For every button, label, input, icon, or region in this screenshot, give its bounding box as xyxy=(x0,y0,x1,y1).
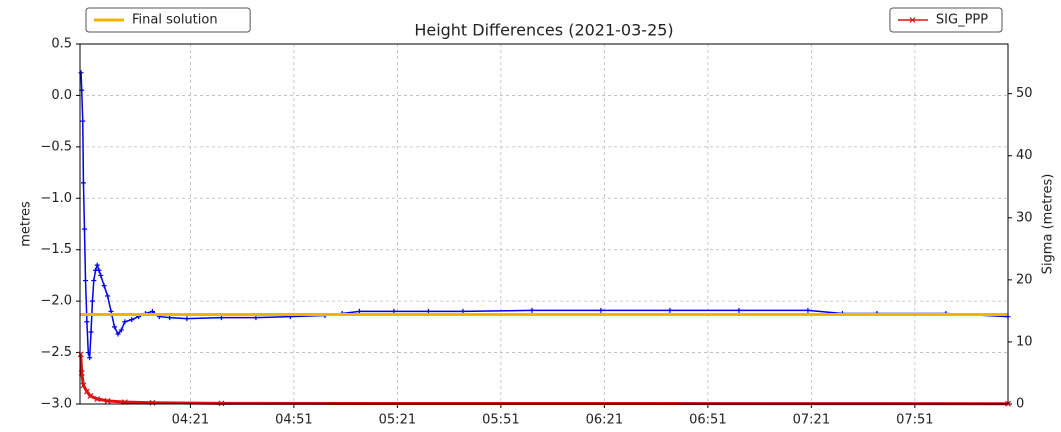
x-tick-label: 04:51 xyxy=(275,413,312,428)
marker xyxy=(83,388,90,395)
y2-tick-label: 40 xyxy=(1016,148,1033,163)
legend-label: Final solution xyxy=(132,13,218,28)
marker xyxy=(218,400,225,407)
marker xyxy=(85,350,91,356)
marker xyxy=(88,329,94,335)
x-tick-label: 06:51 xyxy=(689,413,726,428)
marker xyxy=(77,351,84,358)
y2-tick-label: 10 xyxy=(1016,334,1033,349)
y-tick-label: 0.0 xyxy=(51,88,72,103)
marker xyxy=(104,397,111,404)
y-tick-label: −2.5 xyxy=(40,345,72,360)
y2-tick-label: 0 xyxy=(1016,397,1024,412)
marker xyxy=(81,226,87,232)
marker xyxy=(129,317,135,323)
y2-tick-label: 20 xyxy=(1016,272,1033,287)
marker xyxy=(80,180,86,186)
marker xyxy=(80,382,87,389)
marker xyxy=(115,331,121,337)
legend: SIG_PPP xyxy=(889,7,1003,33)
y-tick-label: −3.0 xyxy=(40,397,72,412)
y-tick-label: −1.0 xyxy=(40,191,72,206)
series-line xyxy=(79,354,1009,406)
legend-box xyxy=(85,7,251,33)
marker xyxy=(184,316,190,322)
marker xyxy=(94,262,100,268)
legend: Final solution xyxy=(85,7,251,33)
x-tick-label: 07:51 xyxy=(896,413,933,428)
x-tick-label: 05:21 xyxy=(379,413,416,428)
marker xyxy=(96,267,102,273)
marker xyxy=(78,70,84,76)
marker xyxy=(87,355,93,361)
marker xyxy=(736,307,742,313)
marker xyxy=(805,307,811,313)
marker xyxy=(598,307,604,313)
x-tick-label: 04:21 xyxy=(172,413,209,428)
y2-tick-label: 30 xyxy=(1016,210,1033,225)
x-tick-label: 05:51 xyxy=(482,413,519,428)
y2-axis-label: Sigma (metres) xyxy=(1041,174,1056,275)
legend-label: SIG_PPP xyxy=(936,13,988,28)
marker xyxy=(111,324,117,330)
plot-frame xyxy=(79,43,1009,405)
y-tick-label: 0.5 xyxy=(51,37,72,52)
marker xyxy=(84,319,90,325)
y-tick-label: −2.0 xyxy=(40,294,72,309)
marker xyxy=(105,293,111,299)
x-tick-label: 07:21 xyxy=(793,413,830,428)
marker xyxy=(91,278,97,284)
x-tick-label: 06:21 xyxy=(586,413,623,428)
marker xyxy=(80,118,86,124)
y-axis-label: metres xyxy=(19,201,34,247)
legend-marker xyxy=(909,17,916,23)
marker xyxy=(101,283,107,289)
marker xyxy=(89,298,95,304)
marker xyxy=(529,307,535,313)
marker xyxy=(98,272,104,278)
y-tick-label: −0.5 xyxy=(40,139,72,154)
legend-box xyxy=(889,7,1003,33)
marker xyxy=(122,319,128,325)
y2-tick-label: 50 xyxy=(1016,86,1033,101)
marker xyxy=(667,307,673,313)
marker xyxy=(83,278,89,284)
chart-title: Height Differences (2021-03-25) xyxy=(414,21,673,40)
y-tick-label: −1.5 xyxy=(40,242,72,257)
marker xyxy=(118,327,124,333)
marker xyxy=(94,396,101,402)
marker xyxy=(87,393,94,399)
